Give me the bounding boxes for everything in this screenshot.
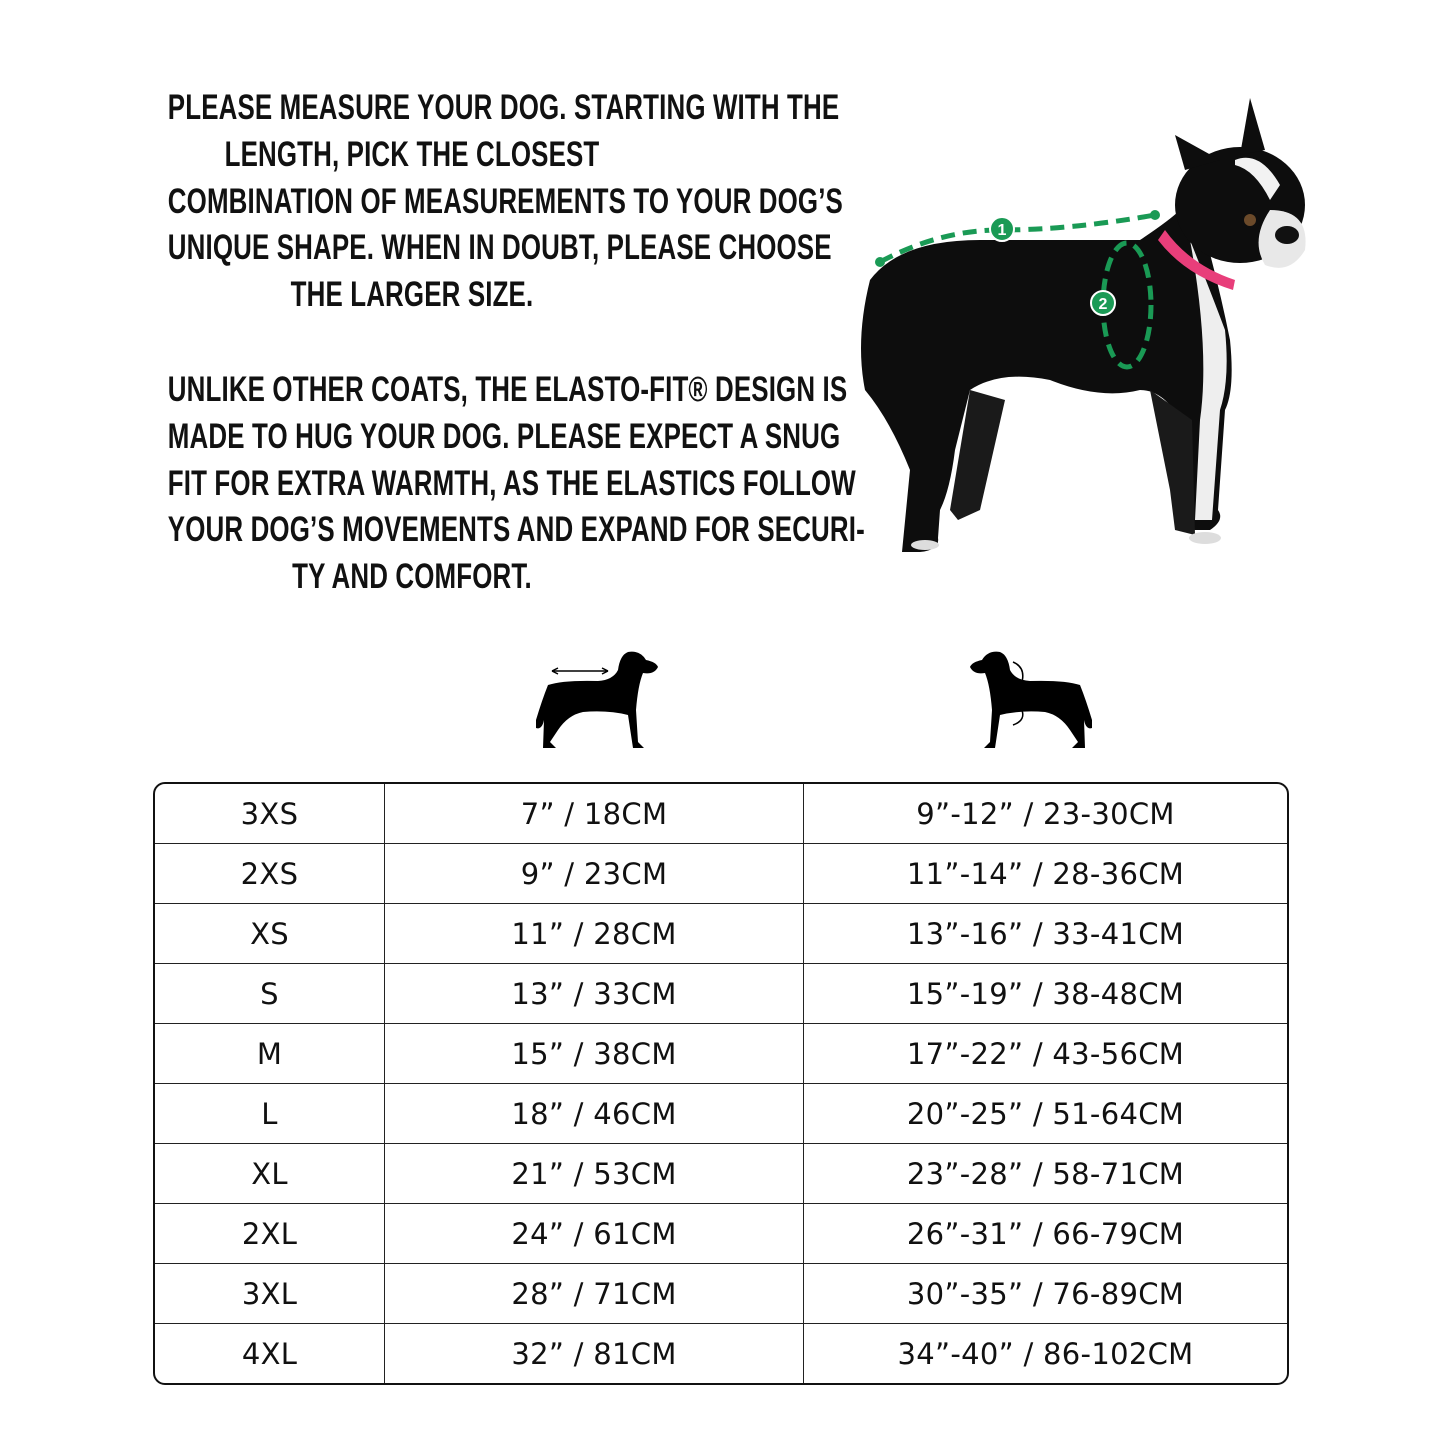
marker-1: 1: [989, 216, 1015, 242]
fit-line: MADE TO HUG YOUR DOG. PLEASE EXPECT A SN…: [167, 416, 841, 456]
instruction-line: UNIQUE SHAPE. WHEN IN DOUBT, PLEASE CHOO…: [167, 228, 832, 268]
size-cell: XL: [155, 1144, 385, 1204]
table-row: XL 21” / 53CM 23”-28” / 58-71CM: [155, 1144, 1287, 1204]
fit-description: UNLIKE OTHER COATS, THE ELASTO-FIT® DESI…: [82, 367, 865, 601]
instruction-line: LENGTH, PICK THE CLOSEST: [224, 134, 600, 174]
table-row: S 13” / 33CM 15”-19” / 38-48CM: [155, 964, 1287, 1024]
chest-girth-cell: 17”-22” / 43-56CM: [804, 1024, 1287, 1084]
size-cell: 3XS: [155, 784, 385, 844]
size-cell: 2XL: [155, 1204, 385, 1264]
length-cell: 15” / 38CM: [385, 1024, 804, 1084]
dog-length-icon: [536, 651, 658, 748]
length-cell: 32” / 81CM: [385, 1324, 804, 1383]
instruction-line: COMBINATION OF MEASUREMENTS TO YOUR DOG’…: [167, 181, 843, 221]
chest-girth-cell: 23”-28” / 58-71CM: [804, 1144, 1287, 1204]
size-cell: 3XL: [155, 1264, 385, 1324]
size-cell: 4XL: [155, 1324, 385, 1383]
fit-line: FIT FOR EXTRA WARMTH, AS THE ELASTICS FO…: [167, 463, 856, 503]
length-cell: 13” / 33CM: [385, 964, 804, 1024]
length-cell: 7” / 18CM: [385, 784, 804, 844]
dog-chest-girth-icon: [970, 651, 1092, 748]
table-row: 2XL 24” / 61CM 26”-31” / 66-79CM: [155, 1204, 1287, 1264]
chest-girth-cell: 26”-31” / 66-79CM: [804, 1204, 1287, 1264]
table-row: 4XL 32” / 81CM 34”-40” / 86-102CM: [155, 1324, 1287, 1383]
svg-text:2: 2: [1099, 296, 1108, 313]
table-row: XS 11” / 28CM 13”-16” / 33-41CM: [155, 904, 1287, 964]
length-cell: 11” / 28CM: [385, 904, 804, 964]
fit-line: UNLIKE OTHER COATS, THE ELASTO-FIT® DESI…: [167, 370, 848, 409]
svg-text:1: 1: [998, 222, 1007, 239]
length-cell: 9” / 23CM: [385, 844, 804, 904]
table-row: L 18” / 46CM 20”-25” / 51-64CM: [155, 1084, 1287, 1144]
table-row: M 15” / 38CM 17”-22” / 43-56CM: [155, 1024, 1287, 1084]
table-row: 2XS 9” / 23CM 11”-14” / 28-36CM: [155, 844, 1287, 904]
instruction-line: THE LARGER SIZE.: [290, 275, 534, 315]
chest-girth-cell: 9”-12” / 23-30CM: [804, 784, 1287, 844]
table-row: 3XS 7” / 18CM 9”-12” / 23-30CM: [155, 784, 1287, 844]
size-table: 3XS 7” / 18CM 9”-12” / 23-30CM 2XS 9” / 23CM…: [153, 782, 1289, 1385]
dog-measurement-photo: 1 2: [861, 98, 1306, 552]
fit-line: YOUR DOG’S MOVEMENTS AND EXPAND FOR SECU…: [167, 510, 865, 550]
table-row: 3XL 28” / 71CM 30”-35” / 76-89CM: [155, 1264, 1287, 1324]
size-cell: 2XS: [155, 844, 385, 904]
chest-girth-cell: 34”-40” / 86-102CM: [897, 1336, 1194, 1371]
length-cell: 24” / 61CM: [385, 1204, 804, 1264]
size-cell: XS: [155, 904, 385, 964]
length-measure-line: [878, 212, 1156, 265]
chest-girth-cell: 13”-16” / 33-41CM: [804, 904, 1287, 964]
chest-girth-cell: 15”-19” / 38-48CM: [804, 964, 1287, 1024]
length-cell: 18” / 46CM: [385, 1084, 804, 1144]
length-cell: 28” / 71CM: [385, 1264, 804, 1324]
length-cell: 21” / 53CM: [385, 1144, 804, 1204]
size-cell: S: [155, 964, 385, 1024]
measuring-instructions: PLEASE MEASURE YOUR DOG. STARTING WITH T…: [82, 85, 843, 319]
chest-girth-cell: 30”-35” / 76-89CM: [804, 1264, 1287, 1324]
chest-girth-cell: 20”-25” / 51-64CM: [804, 1084, 1287, 1144]
dog-silhouette: [861, 98, 1306, 552]
size-cell: L: [155, 1084, 385, 1144]
size-cell: M: [155, 1024, 385, 1084]
chest-girth-cell: 11”-14” / 28-36CM: [804, 844, 1287, 904]
marker-2: 2: [1090, 290, 1116, 316]
fit-line: TY AND COMFORT.: [292, 557, 532, 597]
instruction-line: PLEASE MEASURE YOUR DOG. STARTING WITH T…: [167, 88, 840, 127]
